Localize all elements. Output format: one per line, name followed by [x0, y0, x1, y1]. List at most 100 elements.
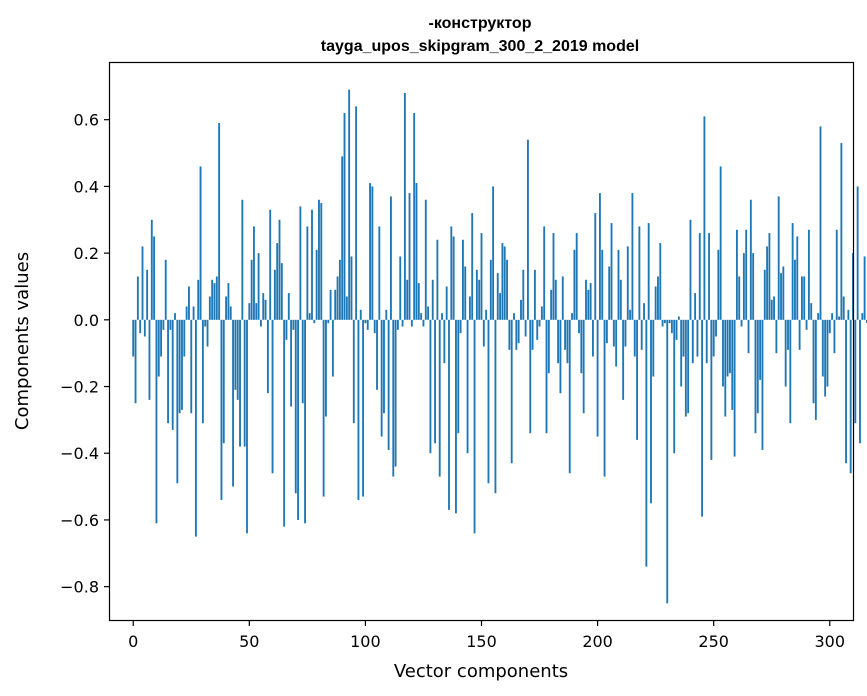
bar-18: [174, 313, 176, 320]
bar-110: [387, 319, 390, 450]
bar-161: [506, 259, 508, 320]
bar-144: [466, 319, 469, 454]
bar-230: [666, 319, 669, 604]
bar-255: [724, 319, 727, 417]
bar-26: [192, 306, 195, 320]
bar-101: [366, 319, 369, 330]
bar-99: [362, 319, 365, 497]
y-axis-label: Components values: [12, 252, 33, 430]
bar-108: [383, 319, 385, 414]
bar-109: [385, 309, 388, 320]
bar-237: [682, 319, 685, 357]
bar-164: [513, 313, 515, 320]
x-axis-ticks: 0 50 100 150 200 250 300: [128, 620, 845, 651]
bar-86: [331, 319, 334, 377]
bar-50: [248, 303, 251, 320]
bar-115: [399, 256, 402, 320]
bar-290: [805, 319, 808, 330]
bar-273: [766, 246, 769, 320]
bar-249: [710, 319, 713, 460]
bar-64: [280, 263, 283, 320]
bar-275: [770, 299, 773, 320]
bar-231: [668, 319, 671, 324]
bar-233: [673, 319, 676, 454]
bar-180: [550, 289, 553, 320]
bar-234: [675, 319, 678, 340]
bar-200: [596, 319, 599, 437]
bar-137: [450, 226, 453, 320]
bar-309: [849, 319, 852, 474]
bar-75: [306, 226, 309, 320]
bar-242: [694, 293, 697, 320]
x-tick-label-0: 0: [128, 632, 138, 651]
bar-295: [817, 313, 820, 320]
bar-136: [448, 319, 450, 510]
bar-193: [580, 319, 583, 374]
bar-132: [438, 319, 441, 477]
bar-174: [536, 319, 539, 340]
bar-139: [455, 319, 457, 514]
y-tick-label-6: 0.4: [74, 177, 99, 196]
bar-14: [164, 259, 167, 320]
bar-159: [501, 243, 504, 320]
bar-229: [664, 319, 666, 324]
bar-152: [485, 309, 488, 320]
bar-191: [575, 233, 578, 320]
bar-169: [524, 319, 527, 337]
bar-105: [376, 319, 378, 390]
bar-305: [840, 143, 843, 320]
bar-225: [654, 286, 657, 320]
bar-178: [545, 319, 548, 434]
bar-276: [773, 296, 775, 320]
bar-197: [589, 283, 592, 320]
bar-9: [153, 236, 156, 320]
bar-25: [190, 319, 193, 414]
bar-102: [369, 183, 371, 320]
bar-299: [826, 319, 829, 387]
bar-83: [325, 319, 327, 417]
bar-222: [647, 223, 650, 320]
bar-16: [169, 319, 172, 330]
bar-53: [255, 303, 258, 320]
bar-264: [745, 229, 748, 320]
bar-213: [626, 246, 629, 320]
bar-181: [552, 233, 555, 320]
bar-113: [394, 319, 397, 467]
bar-294: [814, 319, 817, 420]
bar-19: [176, 319, 179, 484]
bar-29: [199, 166, 202, 320]
x-tick-label-200: 200: [582, 632, 613, 651]
bar-248: [708, 233, 710, 320]
bar-254: [722, 319, 724, 387]
bar-184: [559, 319, 562, 394]
bar-42: [229, 306, 232, 320]
bar-205: [608, 266, 611, 320]
bar-149: [478, 279, 481, 320]
bar-187: [566, 319, 569, 364]
chart-title-line1: -конструктор: [429, 15, 532, 32]
bar-32: [206, 319, 209, 347]
bar-63: [278, 219, 281, 320]
bar-160: [503, 246, 506, 320]
bar-150: [480, 233, 483, 320]
bar-22: [183, 319, 186, 357]
bar-66: [285, 319, 288, 340]
bars-group: [132, 89, 867, 604]
bar-265: [747, 319, 750, 354]
bar-311: [854, 319, 857, 424]
bar-10: [155, 319, 158, 524]
bar-297: [821, 319, 824, 377]
bar-84: [327, 319, 330, 324]
bar-141: [459, 319, 462, 334]
bar-269: [756, 319, 759, 414]
bar-277: [775, 319, 778, 354]
bar-41: [227, 283, 230, 320]
bar-1: [134, 319, 137, 404]
bar-70: [294, 319, 297, 494]
y-tick-label-1: −0.6: [60, 511, 99, 530]
bar-266: [749, 199, 752, 320]
bar-15: [167, 319, 169, 424]
bar-232: [670, 319, 673, 334]
bar-224: [652, 319, 655, 377]
